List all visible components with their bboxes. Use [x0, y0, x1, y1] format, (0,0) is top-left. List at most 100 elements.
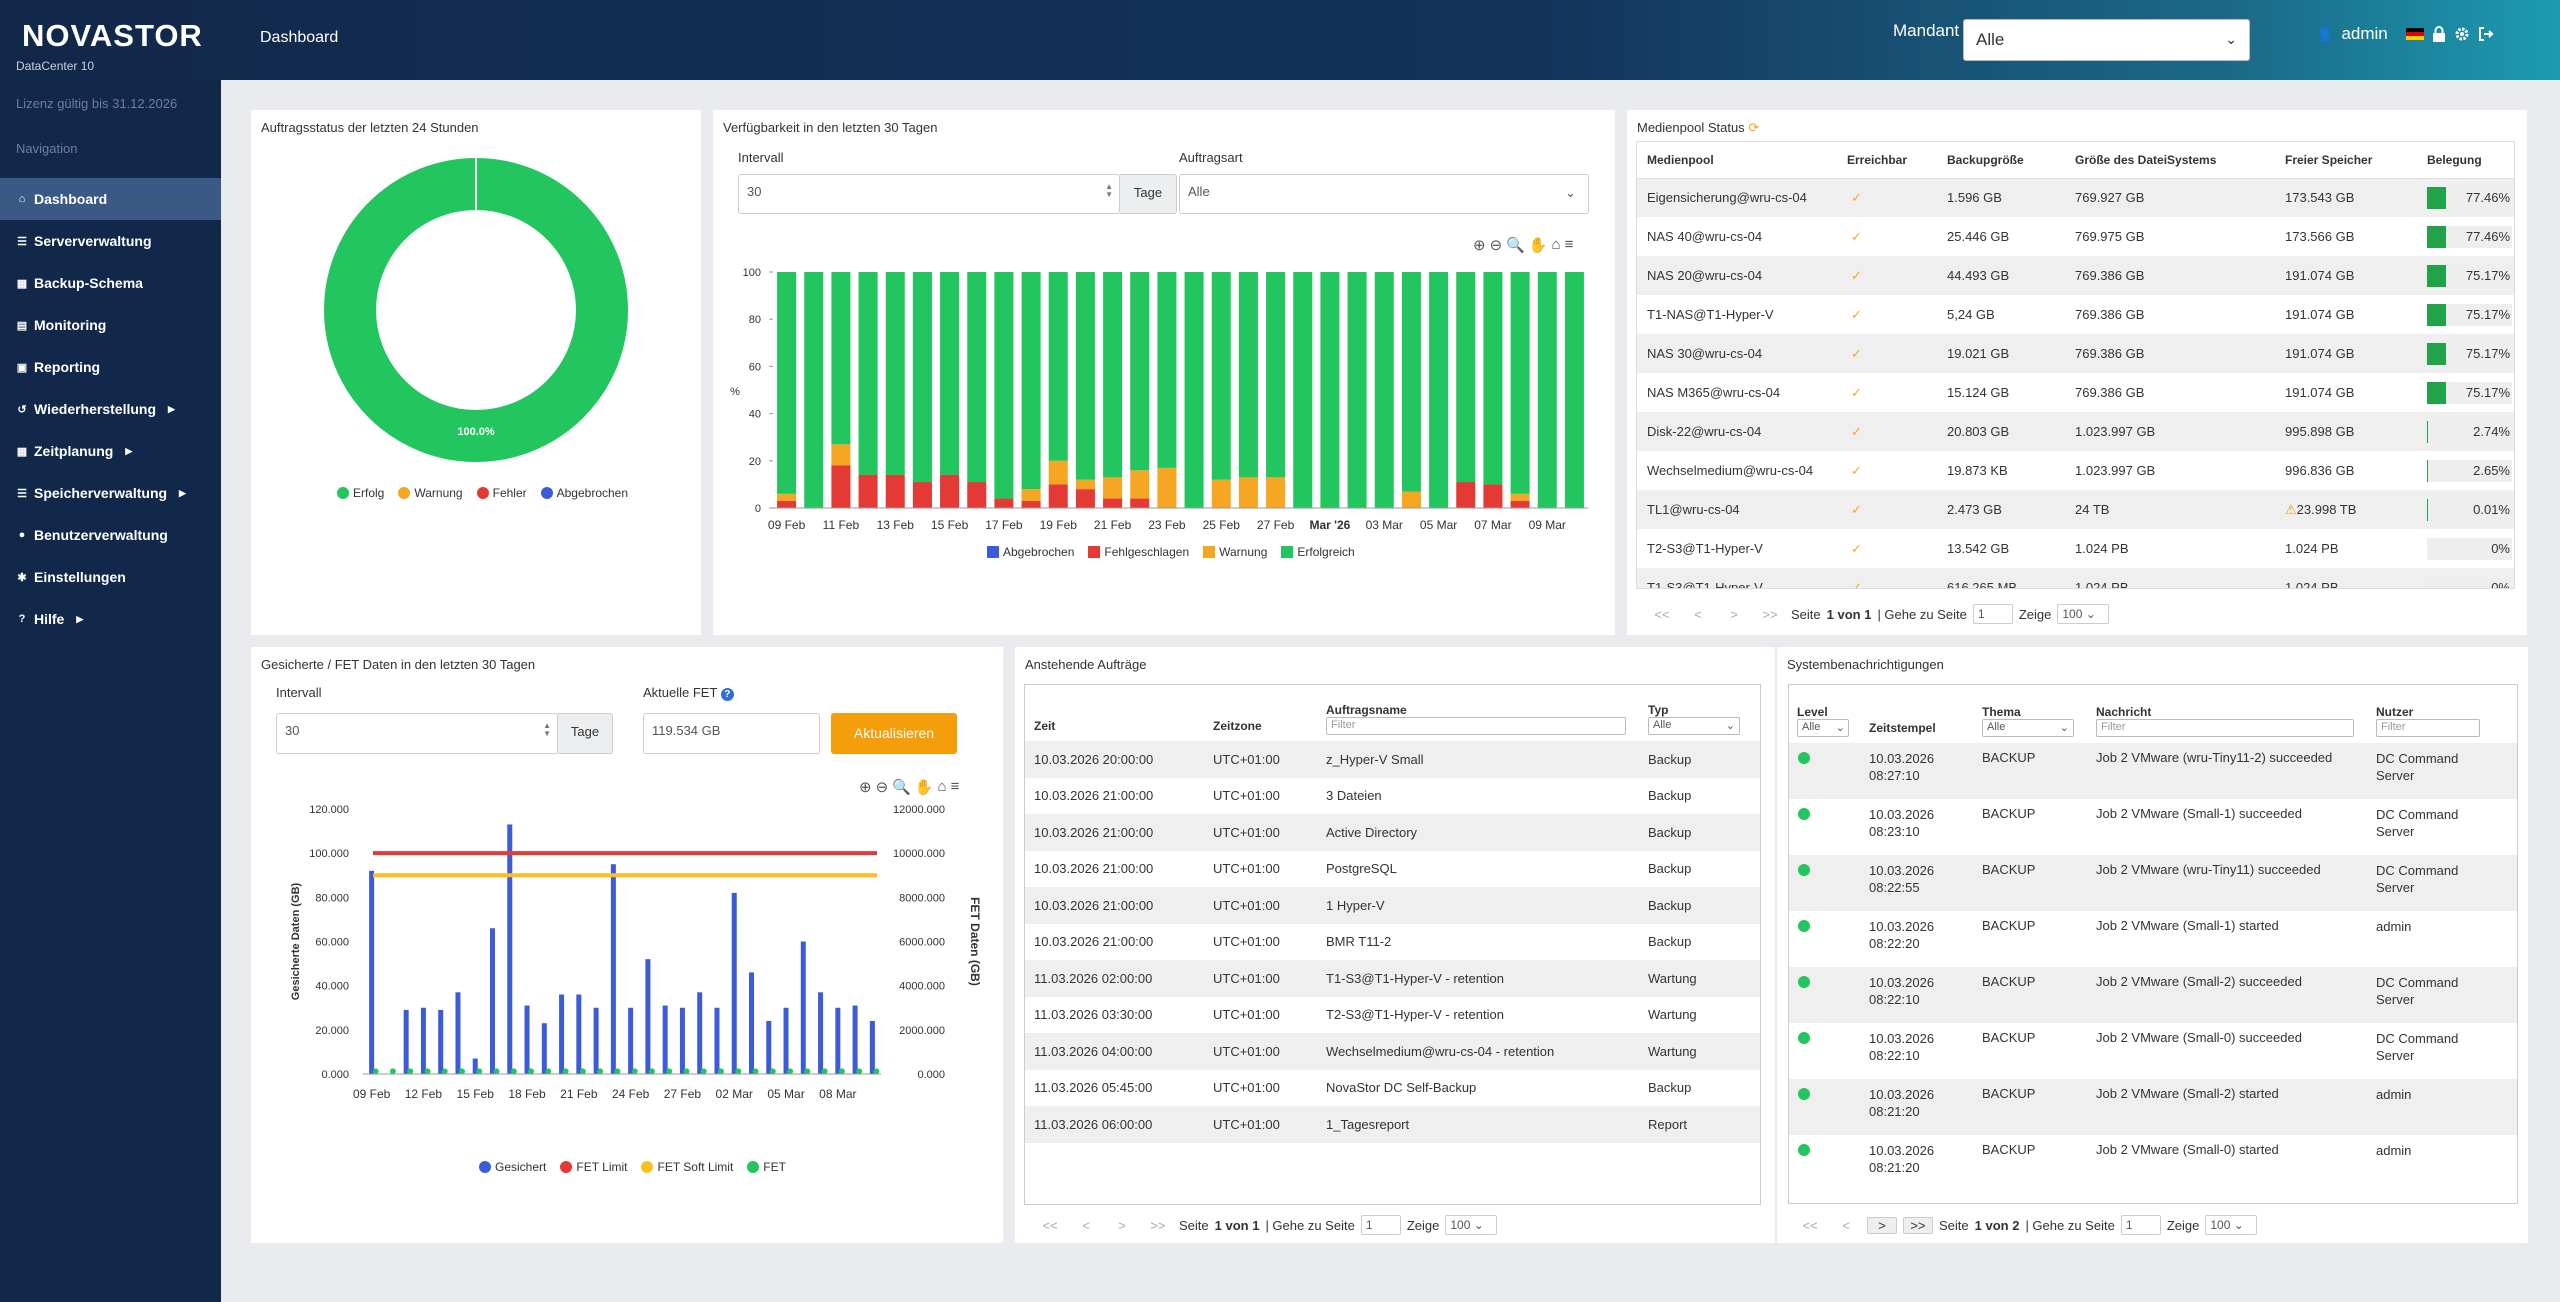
- message-filter-input[interactable]: Filter: [2096, 719, 2354, 737]
- sidebar-item-serververwaltung[interactable]: ☰ Serververwaltung: [0, 220, 221, 262]
- table-row[interactable]: 10.03.2026 21:00:00 UTC+01:00 3 Dateien Bac…: [1025, 777, 1760, 814]
- fet-point[interactable]: [545, 1068, 552, 1075]
- bar-fehlgeschlagen[interactable]: [1048, 484, 1068, 508]
- bar-erfolgreich[interactable]: [1103, 272, 1123, 478]
- bar-gesichert[interactable]: [697, 992, 703, 1074]
- table-row[interactable]: Wechselmedium@wru-cs-04 ✓ 19.873 KB 1.023.9…: [1637, 451, 2514, 490]
- bar-erfolgreich[interactable]: [1075, 272, 1095, 480]
- info-icon[interactable]: ?: [720, 688, 734, 701]
- bar-gesichert[interactable]: [490, 928, 495, 1074]
- fet-point[interactable]: [389, 1068, 396, 1075]
- bar-gesichert[interactable]: [593, 1007, 599, 1074]
- bar-gesichert[interactable]: [455, 992, 461, 1074]
- column-header-zeit[interactable]: Zeit: [1025, 685, 1205, 741]
- legend-item[interactable]: Erfolg: [337, 486, 384, 500]
- next-page-button[interactable]: >: [1118, 1217, 1126, 1233]
- gear-icon[interactable]: [2454, 26, 2470, 42]
- table-row[interactable]: 11.03.2026 02:00:00 UTC+01:00 T1-S3@T1-Hyp…: [1025, 960, 1760, 997]
- sidebar-item-monitoring[interactable]: ▤ Monitoring: [0, 304, 221, 346]
- column-header[interactable]: Backupgröße: [1937, 142, 2065, 179]
- bar-gesichert[interactable]: [645, 959, 651, 1074]
- table-row[interactable]: TL1@wru-cs-04 ✓ 2.473 GB 24 TB ⚠23.998 TB 0.0…: [1637, 490, 2514, 529]
- chart-menu-icon[interactable]: ≡: [950, 778, 960, 795]
- bar-erfolgreich[interactable]: [1401, 272, 1421, 492]
- fet-point[interactable]: [752, 1068, 759, 1075]
- bar-erfolgreich[interactable]: [831, 272, 851, 445]
- bar-gesichert[interactable]: [541, 1023, 547, 1074]
- table-row[interactable]: NAS 20@wru-cs-04 ✓ 44.493 GB 769.386 GB 191.…: [1637, 256, 2514, 295]
- zoom-in-icon[interactable]: ⊕: [1473, 237, 1486, 254]
- reset-zoom-icon[interactable]: ⌂: [937, 778, 947, 795]
- fet-point[interactable]: [717, 1068, 724, 1075]
- page-size-select[interactable]: 100 ⌄: [1445, 1215, 1498, 1235]
- legend-item[interactable]: Warnung: [398, 486, 463, 500]
- pan-icon[interactable]: ✋: [914, 779, 934, 796]
- bar-fehlgeschlagen[interactable]: [994, 498, 1014, 508]
- bar-fehlgeschlagen[interactable]: [967, 482, 987, 508]
- column-header[interactable]: Größe des DateiSystems: [2065, 142, 2275, 179]
- bar-erfolgreich[interactable]: [804, 272, 824, 508]
- table-row[interactable]: 10.03.2026 08:22:10 BACKUP Job 2 VMware (Sm…: [1789, 1023, 2517, 1079]
- bar-fehlgeschlagen[interactable]: [1103, 498, 1123, 508]
- next-page-button[interactable]: >: [1730, 606, 1738, 622]
- last-page-button[interactable]: >>: [1762, 606, 1778, 622]
- bar-gesichert[interactable]: [800, 941, 806, 1075]
- bar-erfolgreich[interactable]: [1157, 272, 1177, 468]
- sidebar-item-backup-schema[interactable]: ▦ Backup-Schema: [0, 262, 221, 304]
- bar-erfolgreich[interactable]: [912, 272, 932, 483]
- bar-erfolgreich[interactable]: [1564, 272, 1584, 508]
- bar-gesichert[interactable]: [766, 1021, 772, 1074]
- sidebar-item-einstellungen[interactable]: ✱ Einstellungen: [0, 556, 221, 598]
- page-size-select[interactable]: 100 ⌄: [2205, 1215, 2258, 1235]
- page-number-input[interactable]: 1: [1972, 604, 2013, 624]
- fet-point[interactable]: [458, 1068, 465, 1075]
- table-row[interactable]: 11.03.2026 06:00:00 UTC+01:00 1_Tagesrepor…: [1025, 1106, 1760, 1143]
- sidebar-item-speicherverwaltung[interactable]: ☰ Speicherverwaltung ▶: [0, 472, 221, 514]
- bar-warnung[interactable]: [1048, 460, 1068, 485]
- bar-erfolgreich[interactable]: [967, 272, 987, 483]
- last-page-button[interactable]: >>: [1150, 1217, 1166, 1233]
- column-header-thema[interactable]: Thema Alle ⌄: [1976, 685, 2090, 743]
- spinner-icon[interactable]: ▲ ▼: [543, 721, 551, 738]
- bar-gesichert[interactable]: [731, 892, 737, 1074]
- table-row[interactable]: T1-NAS@T1-Hyper-V ✓ 5,24 GB 769.386 GB 191.0…: [1637, 295, 2514, 334]
- bar-gesichert[interactable]: [472, 1058, 478, 1074]
- bar-fehlgeschlagen[interactable]: [831, 465, 851, 508]
- fet-point[interactable]: [631, 1068, 638, 1075]
- sidebar-item-dashboard[interactable]: ⌂ Dashboard: [0, 178, 221, 220]
- fet-point[interactable]: [441, 1068, 448, 1075]
- table-row[interactable]: 11.03.2026 04:00:00 UTC+01:00 Wechselmediu…: [1025, 1033, 1760, 1070]
- lock-icon[interactable]: [2432, 26, 2446, 42]
- fet-point[interactable]: [562, 1068, 569, 1075]
- fet-point[interactable]: [804, 1068, 811, 1075]
- first-page-button[interactable]: <<: [1802, 1217, 1818, 1233]
- table-row[interactable]: 11.03.2026 03:30:00 UTC+01:00 T2-S3@T1-Hyp…: [1025, 996, 1760, 1033]
- fet-point[interactable]: [614, 1068, 621, 1075]
- zoom-select-icon[interactable]: 🔍: [1506, 237, 1525, 254]
- page-size-select[interactable]: 100 ⌄: [2057, 604, 2110, 624]
- refresh-button[interactable]: Aktualisieren: [831, 713, 957, 754]
- first-page-button[interactable]: <<: [1042, 1217, 1058, 1233]
- bar-gesichert[interactable]: [507, 824, 513, 1074]
- fet-point[interactable]: [528, 1068, 535, 1075]
- bar-fehlgeschlagen[interactable]: [1130, 498, 1150, 508]
- bar-warnung[interactable]: [1238, 477, 1258, 508]
- bar-erfolgreich[interactable]: [1130, 272, 1150, 471]
- table-row[interactable]: 10.03.2026 08:23:10 BACKUP Job 2 VMware (Sm…: [1789, 799, 2517, 855]
- table-row[interactable]: 10.03.2026 08:21:20 BACKUP Job 2 VMware (Sm…: [1789, 1079, 2517, 1135]
- pan-icon[interactable]: ✋: [1528, 237, 1548, 254]
- chart-menu-icon[interactable]: ≡: [1564, 236, 1574, 253]
- bar-fehlgeschlagen[interactable]: [1075, 489, 1095, 508]
- legend-item[interactable]: Fehlgeschlagen: [1088, 545, 1189, 559]
- legend-item[interactable]: FET Soft Limit: [641, 1160, 733, 1174]
- refresh-icon[interactable]: ⟳: [1748, 120, 1760, 135]
- bar-fehlgeschlagen[interactable]: [1021, 500, 1041, 508]
- bar-erfolgreich[interactable]: [1374, 272, 1394, 508]
- column-header-zeitzone[interactable]: Zeitzone: [1205, 685, 1318, 741]
- bar-erfolgreich[interactable]: [1456, 272, 1476, 483]
- table-row[interactable]: 10.03.2026 21:00:00 UTC+01:00 PostgreSQL Ba…: [1025, 850, 1760, 887]
- table-row[interactable]: 10.03.2026 08:27:10 BACKUP Job 2 VMware (wr…: [1789, 743, 2517, 799]
- sidebar-item-zeitplanung[interactable]: ▦ Zeitplanung ▶: [0, 430, 221, 472]
- table-row[interactable]: 10.03.2026 08:22:10 BACKUP Job 2 VMware (Sm…: [1789, 967, 2517, 1023]
- bar-warnung[interactable]: [1021, 489, 1041, 501]
